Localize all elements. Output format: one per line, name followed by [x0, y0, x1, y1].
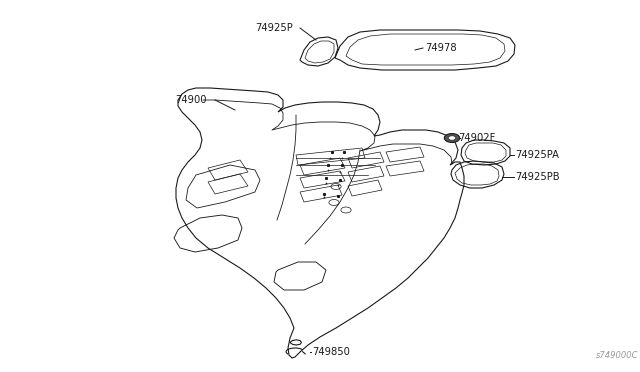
Circle shape [444, 134, 460, 142]
Text: 74925PA: 74925PA [515, 150, 559, 160]
Text: 74925P: 74925P [255, 23, 292, 33]
Circle shape [448, 136, 456, 140]
Text: 74978: 74978 [425, 43, 456, 53]
Text: s749000C: s749000C [596, 350, 639, 359]
Text: 74900: 74900 [175, 95, 207, 105]
Text: 749850: 749850 [312, 347, 350, 357]
Text: 74925PB: 74925PB [515, 172, 559, 182]
Text: 74902F: 74902F [458, 133, 495, 143]
